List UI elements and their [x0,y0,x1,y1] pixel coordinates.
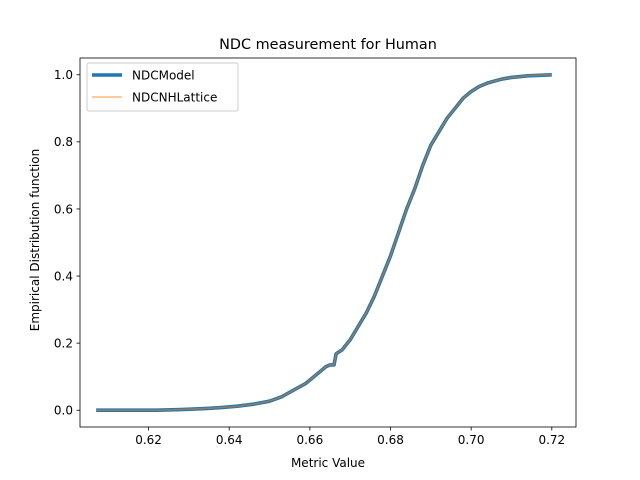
axes-frame [79,57,577,428]
x-axis-title: Metric Value [291,456,365,470]
x-tick-label: 0.68 [377,433,404,447]
x-axis: 0.62 0.64 0.66 0.68 0.70 0.72 [135,427,565,447]
x-tick-label: 0.72 [538,433,565,447]
y-tick-label: 1.0 [54,68,73,82]
legend-label: NDCNHLattice [132,90,217,104]
y-tick-label: 0.4 [54,269,73,283]
x-tick-label: 0.66 [296,433,323,447]
x-tick-label: 0.62 [135,433,162,447]
y-tick-label: 0.0 [54,404,73,418]
legend-label: NDCModel [132,68,195,82]
legend: NDCModel NDCNHLattice [86,62,239,112]
x-tick-label: 0.70 [458,433,485,447]
y-tick-label: 0.8 [54,135,73,149]
plot-area [79,57,577,428]
y-axis: 0.0 0.2 0.4 0.6 0.8 1.0 [54,68,80,418]
y-tick-label: 0.2 [54,336,73,350]
legend-box [86,62,239,112]
x-tick-label: 0.64 [216,433,243,447]
chart-title: NDC measurement for Human [219,37,437,53]
y-tick-label: 0.6 [54,202,73,216]
series-line-ndcnhlattice [96,74,552,411]
y-axis-title: Empirical Distribution function [28,149,42,331]
